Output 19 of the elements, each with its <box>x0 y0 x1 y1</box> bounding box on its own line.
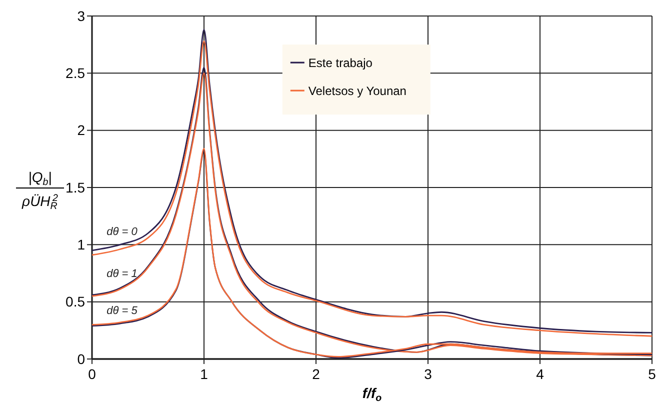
x-axis-title: f/f$_{o}$ <box>362 385 382 404</box>
legend-label: Veletsos y Younan <box>308 84 406 98</box>
annotation: dθ = 0 <box>106 226 138 238</box>
annotation: dθ = 1 <box>106 268 138 280</box>
legend-label: Este trabajo <box>308 56 373 70</box>
y-tick-label: 2.5 <box>66 65 86 82</box>
annotation: dθ = 5 <box>106 305 138 317</box>
x-tick-label: 2 <box>312 366 320 382</box>
y-tick-label: 1.5 <box>66 179 86 196</box>
x-tick-label: 3 <box>424 366 432 382</box>
y-tick-label: 0.5 <box>66 294 86 310</box>
y-tick-label: 1 <box>77 236 86 253</box>
x-tick-label: 4 <box>536 366 544 382</box>
x-tick-label: 5 <box>648 366 656 382</box>
y-tick-label: 3 <box>77 8 86 24</box>
x-tick-label: 0 <box>88 366 96 382</box>
y-tick-label: 2 <box>77 122 86 138</box>
x-tick-label: 1 <box>200 366 208 382</box>
y-tick-label: 0 <box>77 350 86 367</box>
